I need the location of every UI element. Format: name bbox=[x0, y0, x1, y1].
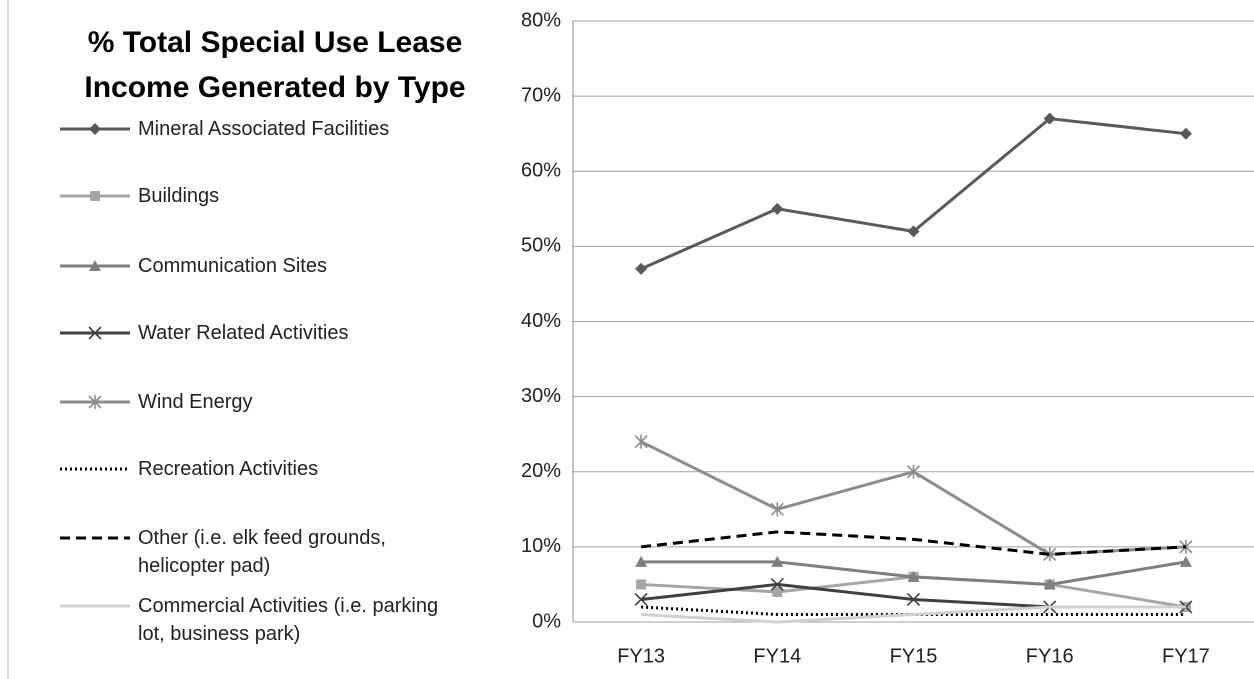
marker bbox=[906, 592, 921, 607]
marker bbox=[1043, 547, 1057, 562]
legend-label: Recreation Activities bbox=[138, 458, 319, 480]
y-tick-label: 50% bbox=[521, 235, 561, 257]
marker bbox=[770, 502, 784, 517]
marker bbox=[770, 577, 784, 592]
x-tick-label: FY16 bbox=[1026, 645, 1074, 667]
legend-icon bbox=[60, 326, 130, 340]
marker bbox=[88, 395, 102, 409]
y-tick-label: 80% bbox=[521, 9, 561, 31]
marker bbox=[88, 326, 102, 340]
legend-label: Other (i.e. elk feed grounds, helicopter… bbox=[138, 527, 386, 577]
legend-icon bbox=[60, 260, 130, 271]
marker bbox=[1043, 578, 1056, 590]
legend-entry: Other (i.e. elk feed grounds, helicopter… bbox=[58, 524, 458, 580]
legend-label: Commercial Activities (i.e. parking lot,… bbox=[138, 595, 439, 645]
legend-label: Communication Sites bbox=[138, 255, 327, 277]
legend-icon bbox=[60, 191, 130, 201]
legend-entry: Water Related Activities bbox=[58, 319, 458, 347]
chart-title: % Total Special Use Lease Income Generat… bbox=[84, 26, 466, 104]
y-tick-label: 40% bbox=[521, 310, 561, 332]
legend-icon bbox=[60, 395, 130, 409]
x-tick-label: FY15 bbox=[890, 645, 938, 667]
legend-entry: Recreation Activities bbox=[58, 455, 458, 483]
marker bbox=[635, 262, 648, 275]
y-tick-label: 20% bbox=[521, 460, 561, 482]
marker bbox=[89, 123, 101, 135]
y-tick-label: 0% bbox=[532, 610, 561, 632]
legend-label: Wind Energy bbox=[138, 391, 253, 413]
marker bbox=[636, 579, 647, 590]
marker bbox=[907, 225, 920, 238]
y-tick-label: 60% bbox=[521, 160, 561, 182]
x-tick-label: FY13 bbox=[617, 645, 665, 667]
series-line bbox=[641, 605, 1186, 616]
marker bbox=[90, 191, 100, 201]
legend-icon bbox=[60, 467, 130, 471]
marker bbox=[906, 464, 921, 479]
marker bbox=[1179, 555, 1192, 567]
marker bbox=[771, 555, 784, 567]
y-tick-label: 30% bbox=[521, 385, 561, 407]
legend-label: Mineral Associated Facilities bbox=[138, 118, 390, 140]
marker bbox=[771, 202, 784, 215]
marker bbox=[1179, 127, 1192, 140]
legend-label: Water Related Activities bbox=[138, 322, 349, 344]
marker bbox=[634, 434, 648, 449]
legend-entry: Commercial Activities (i.e. parking lot,… bbox=[58, 592, 458, 648]
x-tick-label: FY14 bbox=[753, 645, 801, 667]
marker bbox=[772, 586, 783, 597]
legend-label: Buildings bbox=[138, 185, 220, 207]
legend-icon bbox=[60, 536, 130, 540]
x-tick-label: FY17 bbox=[1162, 645, 1210, 667]
y-tick-label: 70% bbox=[521, 84, 561, 106]
series-line bbox=[640, 530, 1186, 556]
marker bbox=[634, 592, 648, 607]
marker bbox=[1043, 112, 1056, 125]
legend-entry: Communication Sites bbox=[58, 252, 458, 280]
marker bbox=[907, 570, 920, 582]
legend-entry: Wind Energy bbox=[58, 388, 458, 416]
legend-icon bbox=[60, 604, 130, 608]
y-tick-label: 10% bbox=[521, 535, 561, 557]
legend-entry: Mineral Associated Facilities bbox=[58, 115, 458, 143]
legend-icon bbox=[60, 123, 130, 135]
legend-entry: Buildings bbox=[58, 182, 458, 210]
marker bbox=[89, 260, 101, 271]
series-line bbox=[641, 605, 1186, 624]
marker bbox=[635, 555, 648, 567]
